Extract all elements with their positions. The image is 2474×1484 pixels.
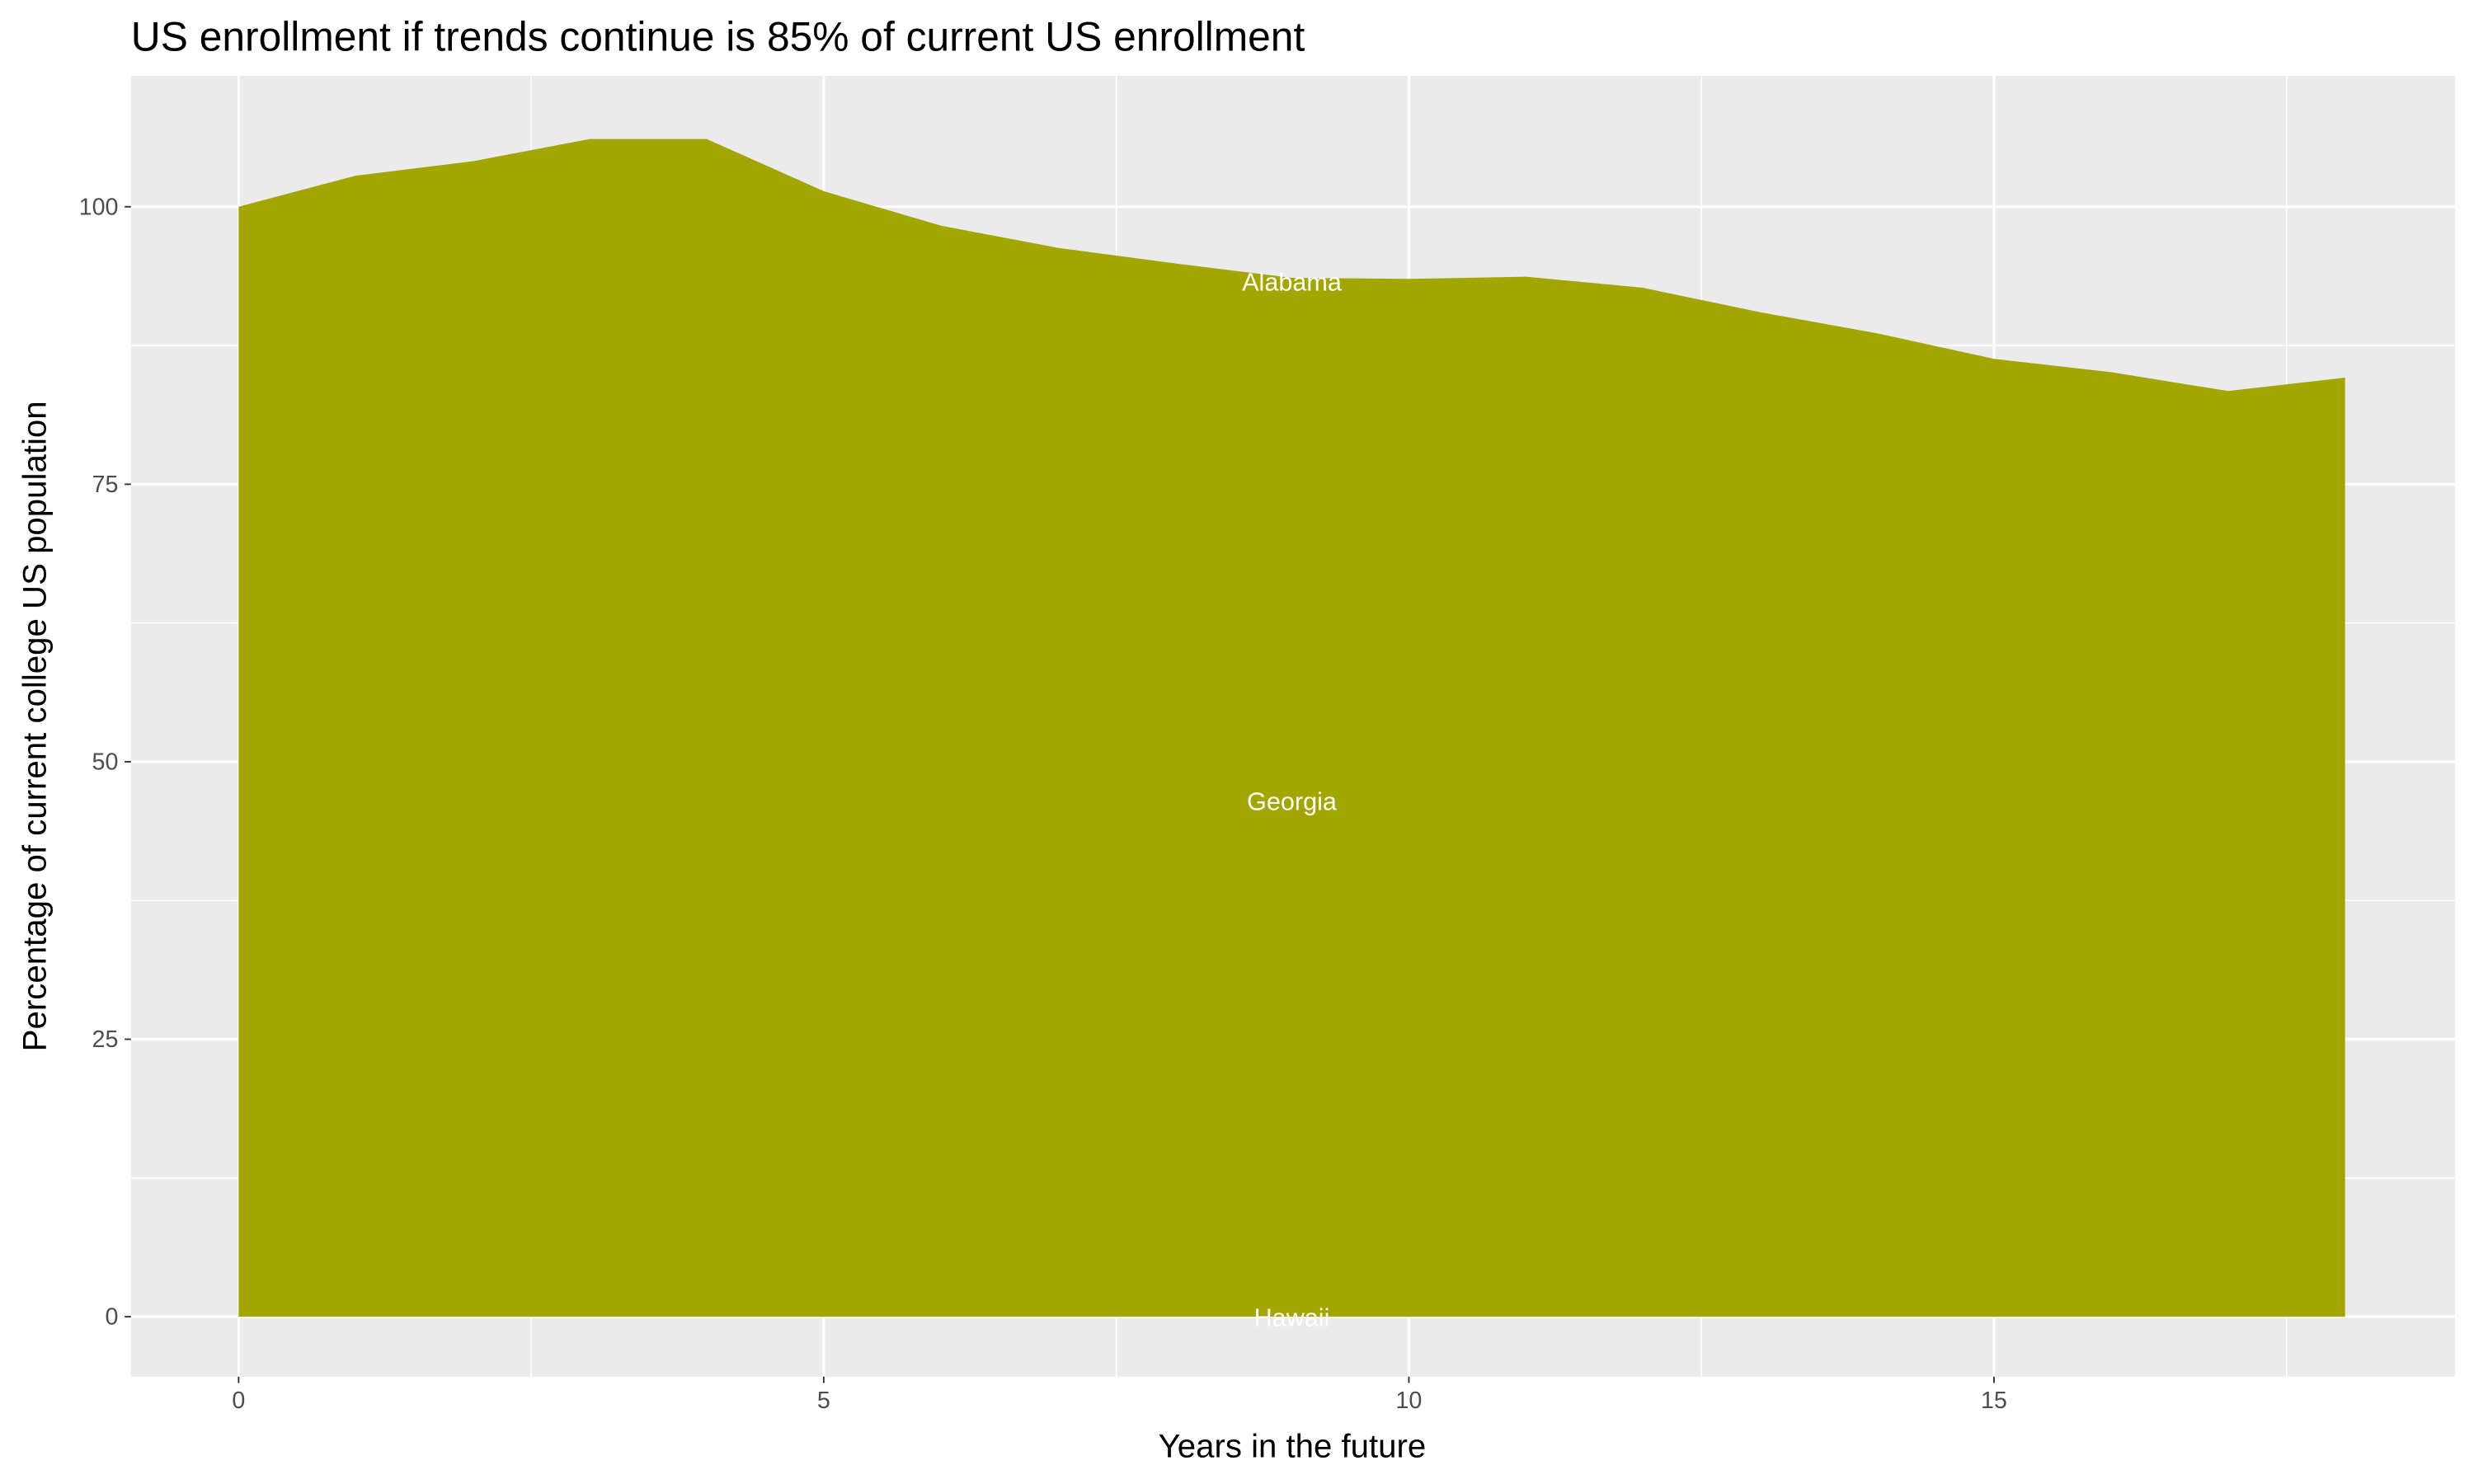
chart-title: US enrollment if trends continue is 85% … [131, 13, 1305, 59]
x-axis-label: Years in the future [1159, 1427, 1427, 1464]
y-tick-label: 100 [79, 194, 119, 220]
y-tick-label: 75 [92, 472, 119, 498]
x-tick-label: 5 [817, 1388, 830, 1414]
x-tick-label: 0 [232, 1388, 245, 1414]
x-tick-label: 10 [1395, 1388, 1422, 1414]
area [238, 139, 2345, 1317]
y-axis-label: Percentage of current college US populat… [16, 401, 54, 1051]
annotation: Hawaii [1254, 1304, 1330, 1332]
y-tick-label: 0 [106, 1304, 119, 1331]
y-tick-label: 25 [92, 1026, 119, 1053]
y-tick-label: 50 [92, 749, 119, 775]
annotation: Georgia [1247, 788, 1338, 816]
annotation: Alabama [1242, 268, 1343, 296]
x-tick-label: 15 [1981, 1388, 2007, 1414]
